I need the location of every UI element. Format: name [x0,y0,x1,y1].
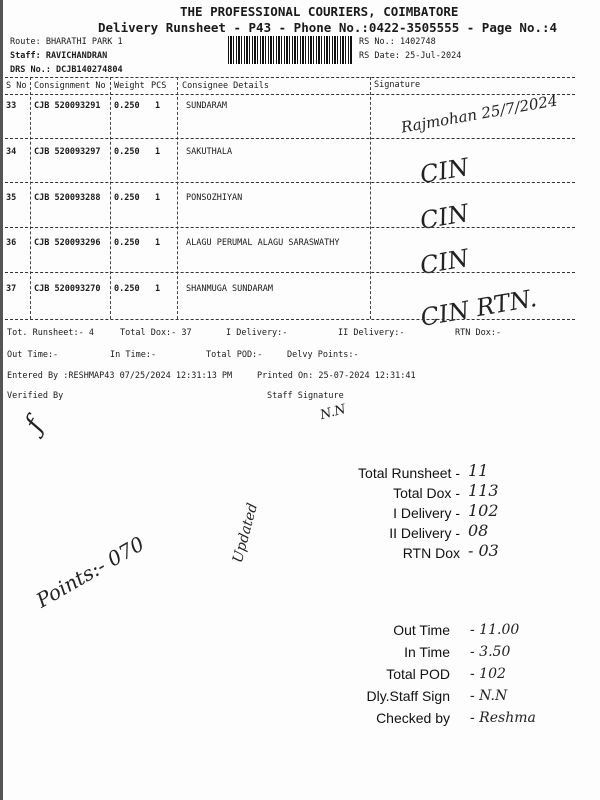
cell-pcs: 1 [155,193,161,203]
stamp-label: I Delivery - [393,505,460,521]
cell-pcs: 1 [155,101,161,111]
i-delivery: I Delivery:- [226,328,288,338]
stamp-value: - Reshma [470,710,536,726]
verified-by: Verified By [7,391,64,401]
cell-consignee: SAKUTHALA [186,147,233,157]
stamp-value: 113 [468,481,499,500]
cell-consignment: CJB 520093270 [34,284,101,294]
stamp-label: II Delivery - [389,525,460,541]
stamp-value: - N.N [470,688,508,704]
col-weight: Weight [114,81,145,91]
cell-sno: 34 [6,147,17,157]
signature: CIN [417,243,471,281]
updated-note: Updated [229,501,262,565]
route: Route: BHARATHI PARK 1 [10,37,123,47]
delvy-points: Delvy Points:- [287,350,359,360]
col-consignment: Consignment No [34,81,106,91]
company-name: THE PROFESSIONAL COURIERS, COIMBATORE [180,4,459,19]
signature: Rajmohan 25/7/2024 [399,91,559,137]
cell-consignee: SHANMUGA SUNDARAM [186,284,273,294]
stamp-label: Out Time [393,622,450,638]
signature: CIN [417,152,471,190]
cell-consignment: CJB 520093296 [34,238,101,248]
scan-edge [0,0,3,800]
stamp-value: - 102 [470,666,506,682]
col-signature: Signature [374,80,421,90]
cell-consignment: CJB 520093291 [34,101,101,111]
in-time: In Time:- [110,350,157,360]
barcode [228,36,352,64]
runsheet-title: Delivery Runsheet - P43 - Phone No.:0422… [98,20,558,35]
stamp-value: 08 [468,521,489,540]
cell-consignee: ALAGU PERUMAL ALAGU SARASWATHY [186,238,340,248]
cell-weight: 0.250 [114,284,140,294]
drs-no: DRS No.: DCJB140274804 [10,65,123,75]
cell-weight: 0.250 [114,147,140,157]
tot-runsheet: Tot. Runsheet:- 4 [7,328,94,338]
cell-consignment: CJB 520093297 [34,147,101,157]
total-dox: Total Dox:- 37 [120,328,192,338]
cell-weight: 0.250 [114,238,140,248]
out-time: Out Time:- [7,350,59,360]
signature: CIN [417,198,471,236]
cell-consignment: CJB 520093288 [34,193,101,203]
stamp-value: 11 [468,461,489,480]
ii-delivery: II Delivery:- [338,328,405,338]
staff-signature-label: Staff Signature [267,391,344,401]
total-pod: Total POD:- [206,350,263,360]
stamp-label: Dly.Staff Sign [366,688,450,704]
points-note: Points:- 070 [32,531,149,613]
stamp-label: Total POD [386,666,450,682]
col-sno: S No [6,81,27,91]
stamp-label: Total Runsheet - [358,465,460,481]
cell-pcs: 1 [155,147,161,157]
cell-sno: 36 [6,238,17,248]
printed-on: Printed On: 25-07-2024 12:31:41 [257,371,416,381]
stamp-value: - 03 [468,541,499,560]
cell-pcs: 1 [155,238,161,248]
cell-consignee: PONSOZHIYAN [186,193,243,203]
stamp-value: - 11.00 [470,622,520,638]
rs-date: RS Date: 25-Jul-2024 [359,51,462,61]
cell-sno: 33 [6,101,17,111]
col-pcs: PCS [151,81,167,91]
rs-no: RS No.: 1402748 [359,37,436,47]
verifier-signature: ƒ [19,413,51,437]
staff-signature: N.N [318,401,348,424]
col-consignee: Consignee Details [182,81,269,91]
stamp-label: Total Dox - [393,485,460,501]
cell-sno: 35 [6,193,17,203]
stamp-label: Checked by [376,710,450,726]
cell-weight: 0.250 [114,193,140,203]
signature: CIN RTN. [418,284,539,332]
staff: Staff: RAVICHANDRAN [10,51,108,61]
rtn-dox: RTN Dox:- [455,328,502,338]
stamp-value: 102 [468,501,499,520]
cell-consignee: SUNDARAM [186,101,227,111]
stamp-label: In Time [404,644,450,660]
stamp-label: RTN Dox [402,545,460,561]
cell-pcs: 1 [155,284,161,294]
entered-by: Entered By :RESHMAP43 07/25/2024 12:31:1… [7,371,233,381]
stamp-value: - 3.50 [470,644,511,660]
cell-sno: 37 [6,284,17,294]
cell-weight: 0.250 [114,101,140,111]
